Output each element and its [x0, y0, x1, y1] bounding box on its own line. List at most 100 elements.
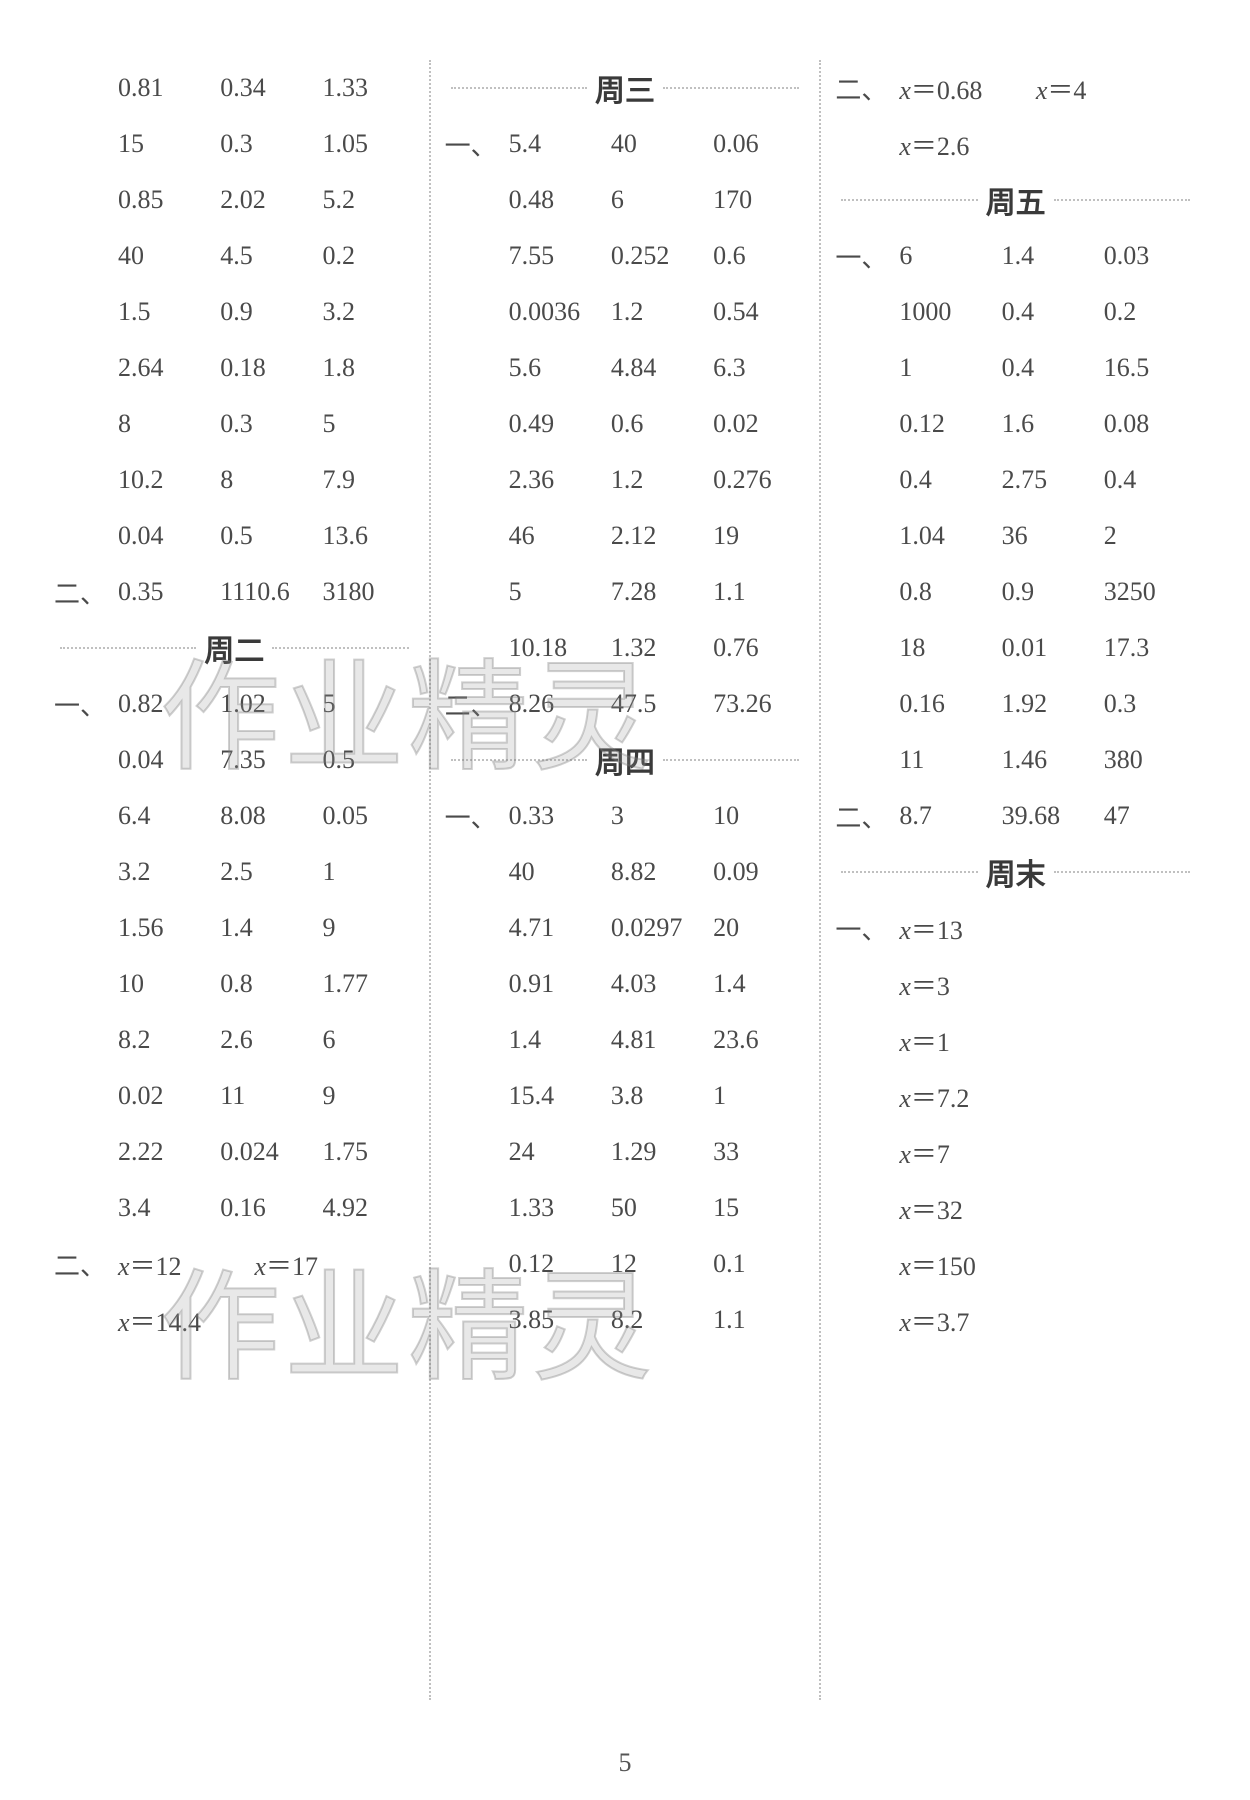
answer-row: 1.50.93.2 — [52, 284, 417, 340]
answer-value: 17.3 — [1096, 633, 1198, 663]
answer-row: 0.486170 — [443, 172, 808, 228]
answer-value: 0.09 — [705, 857, 807, 887]
answer-value: 1 — [705, 1081, 807, 1111]
answer-row: 二、0.351110.63180 — [52, 564, 417, 620]
equation-row: x＝2.6 — [833, 116, 1198, 172]
answer-value: 0.9 — [212, 297, 314, 327]
answer-row: 0.040.513.6 — [52, 508, 417, 564]
answer-value: 1.1 — [705, 577, 807, 607]
equation-value: x＝17 — [246, 1246, 382, 1283]
answer-row: 10000.40.2 — [833, 284, 1198, 340]
day-header: 周四 — [443, 732, 808, 788]
answer-value: 33 — [705, 1137, 807, 1167]
answer-value: 4.81 — [603, 1025, 705, 1055]
answer-value: 0.5 — [212, 521, 314, 551]
answer-value: 0.252 — [603, 241, 705, 271]
answer-value: 1.6 — [994, 409, 1096, 439]
answer-value: 0.02 — [705, 409, 807, 439]
answer-row: 3.22.51 — [52, 844, 417, 900]
answer-value: 8.26 — [501, 689, 603, 719]
answer-value: 15 — [110, 129, 212, 159]
answer-value: 1.5 — [110, 297, 212, 327]
answer-value: 3.2 — [110, 857, 212, 887]
answer-value: 0.0036 — [501, 297, 603, 327]
answer-value: 12 — [603, 1249, 705, 1279]
answer-value: 8.08 — [212, 801, 314, 831]
answer-value: 3.8 — [603, 1081, 705, 1111]
section-prefix: 二、 — [52, 1246, 110, 1283]
answer-value: 2.12 — [603, 521, 705, 551]
section-prefix: 二、 — [52, 574, 110, 611]
answer-row: 0.490.60.02 — [443, 396, 808, 452]
header-rule — [841, 199, 977, 201]
answer-value: 0.8 — [212, 969, 314, 999]
answer-row: 2.361.20.276 — [443, 452, 808, 508]
answer-value: 4.92 — [314, 1193, 416, 1223]
answer-value: 0.9 — [994, 577, 1096, 607]
answer-value: 0.4 — [1096, 465, 1198, 495]
answer-value: 0.1 — [705, 1249, 807, 1279]
header-rule — [451, 759, 587, 761]
answer-value: 1.46 — [994, 745, 1096, 775]
answer-value: 0.12 — [501, 1249, 603, 1279]
answer-row: 10.287.9 — [52, 452, 417, 508]
answer-value: 0.76 — [705, 633, 807, 663]
answer-value: 0.33 — [501, 801, 603, 831]
answer-value: 1.02 — [212, 689, 314, 719]
equation-row: x＝3 — [833, 956, 1198, 1012]
answer-value: 0.6 — [603, 409, 705, 439]
equation-value: x＝2.6 — [891, 126, 1027, 163]
answer-row: 二、8.739.6847 — [833, 788, 1198, 844]
answer-value: 5.4 — [501, 129, 603, 159]
day-label: 周末 — [986, 850, 1046, 894]
answer-value: 8 — [110, 409, 212, 439]
answer-row: 1.44.8123.6 — [443, 1012, 808, 1068]
answer-row: 0.00361.20.54 — [443, 284, 808, 340]
equation-value: x＝3.7 — [891, 1302, 1198, 1339]
answer-value: 5 — [314, 409, 416, 439]
answer-value: 15 — [705, 1193, 807, 1223]
answer-value: 5 — [501, 577, 603, 607]
answer-value: 4.03 — [603, 969, 705, 999]
answer-row: 462.1219 — [443, 508, 808, 564]
answer-row: 404.50.2 — [52, 228, 417, 284]
answer-row: 0.161.920.3 — [833, 676, 1198, 732]
answer-value: 1.33 — [501, 1193, 603, 1223]
header-rule — [451, 87, 587, 89]
answer-value: 5 — [314, 689, 416, 719]
answer-row: 3.858.21.1 — [443, 1292, 808, 1348]
answer-value: 1 — [314, 857, 416, 887]
equation-row: x＝14.4 — [52, 1292, 417, 1348]
answer-value: 19 — [705, 521, 807, 551]
answer-value: 2.22 — [110, 1137, 212, 1167]
day-label: 周三 — [595, 66, 655, 110]
answer-row: 0.914.031.4 — [443, 956, 808, 1012]
answer-value: 0.01 — [994, 633, 1096, 663]
answer-value: 8.82 — [603, 857, 705, 887]
answer-row: 二、8.2647.573.26 — [443, 676, 808, 732]
answer-value: 23.6 — [705, 1025, 807, 1055]
answer-value: 2.64 — [110, 353, 212, 383]
answer-row: 0.12120.1 — [443, 1236, 808, 1292]
day-header: 周三 — [443, 60, 808, 116]
answer-value: 1.4 — [501, 1025, 603, 1055]
answer-value: 2.36 — [501, 465, 603, 495]
answer-value: 0.48 — [501, 185, 603, 215]
section-prefix: 一、 — [833, 910, 891, 947]
answer-value: 1.29 — [603, 1137, 705, 1167]
answer-value: 11 — [891, 745, 993, 775]
equation-row: x＝32 — [833, 1180, 1198, 1236]
answer-value: 380 — [1096, 745, 1198, 775]
answer-value: 1.8 — [314, 353, 416, 383]
answer-value: 1.32 — [603, 633, 705, 663]
equation-row: x＝150 — [833, 1236, 1198, 1292]
answer-value: 40 — [603, 129, 705, 159]
answer-value: 7.9 — [314, 465, 416, 495]
answer-value: 0.04 — [110, 745, 212, 775]
answer-row: 0.047.350.5 — [52, 732, 417, 788]
answer-value: 0.06 — [705, 129, 807, 159]
answer-row: 1.04362 — [833, 508, 1198, 564]
answer-value: 9 — [314, 1081, 416, 1111]
answer-value: 1.56 — [110, 913, 212, 943]
answer-value: 47 — [1096, 801, 1198, 831]
